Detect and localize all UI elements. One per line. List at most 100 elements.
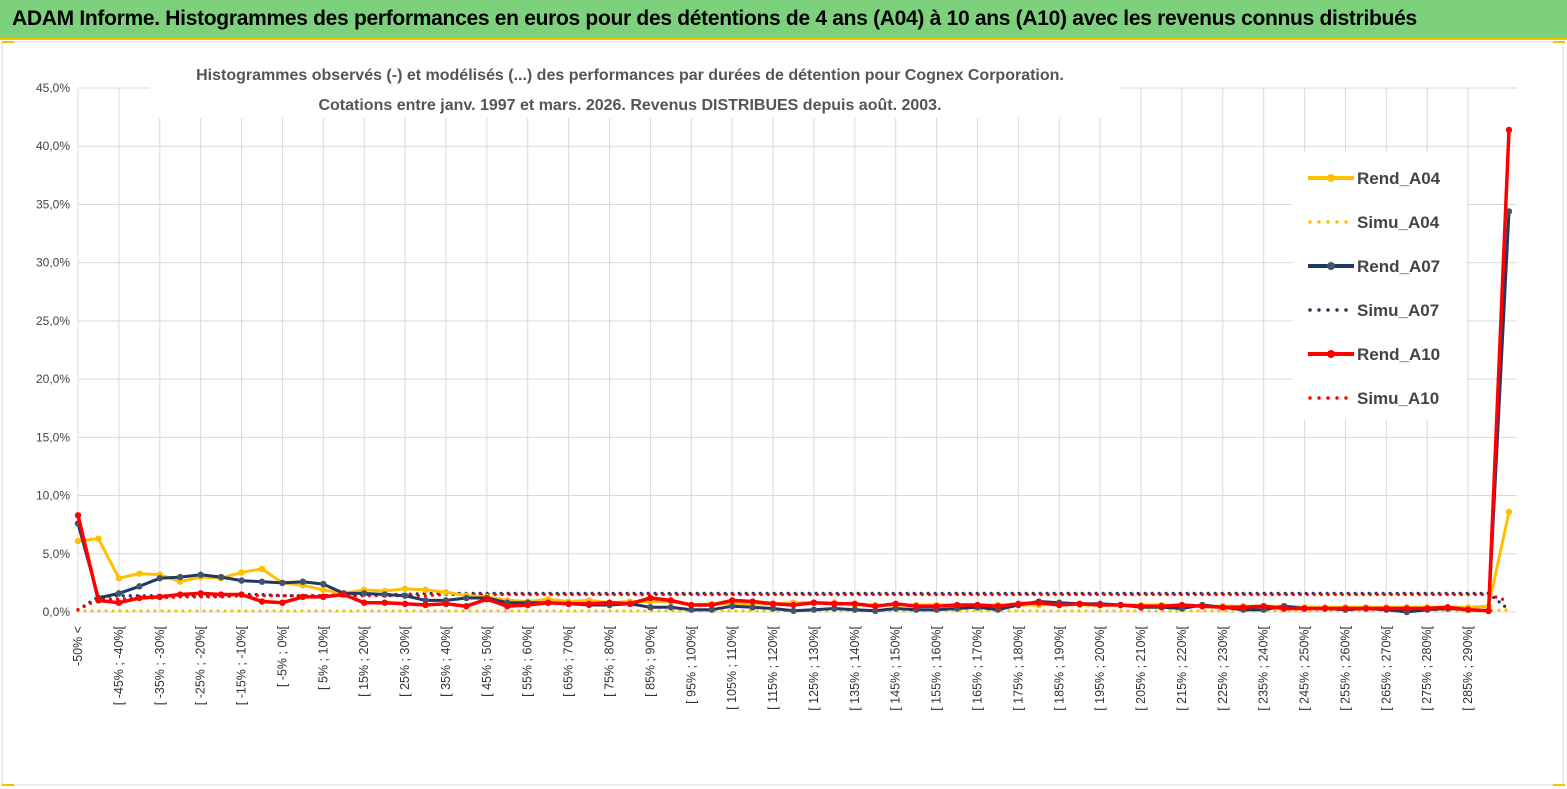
point-Rend_A10 — [1444, 604, 1451, 611]
point-Rend_A10 — [544, 599, 552, 606]
point-Rend_A10 — [1301, 605, 1308, 612]
x-tick-label: [ -5% ; 0%[ — [275, 625, 289, 687]
chart-title-background — [150, 56, 1120, 118]
point-Rend_A10 — [1464, 606, 1472, 613]
point-Rend_A10 — [1015, 600, 1022, 608]
report-banner: ADAM Informe. Histogrammes des performan… — [0, 0, 1567, 40]
y-tick-label: 5,0% — [43, 547, 71, 561]
point-Rend_A10 — [565, 600, 572, 608]
point-Rend_A10 — [1178, 601, 1186, 609]
point-Rend_A04 — [258, 565, 266, 573]
line-Simu_A07 — [76, 591, 1511, 612]
x-tick-label: [ -25% ; -20%[ — [194, 625, 208, 705]
x-tick-label: [ -15% ; -10%[ — [235, 625, 249, 705]
point-Rend_A07 — [115, 590, 123, 597]
performance-histogram-chart: 0,0% 5,0% 10,0% 15,0% 20,0% 25,0% 30,0% 35,0% 40… — [1, 41, 1565, 786]
point-Rend_A04 — [115, 575, 123, 582]
point-Rend_A10 — [1137, 602, 1145, 610]
series-Simu_A07 — [76, 591, 1511, 612]
point-Rend_A04 — [401, 585, 409, 592]
point-Rend_A10 — [361, 599, 368, 606]
point-Rend_A07 — [872, 607, 879, 615]
point-Rend_A10 — [197, 590, 204, 597]
x-tick-label: [ 235% ; 240%[ — [1257, 625, 1271, 710]
point-Rend_A04 — [74, 537, 82, 545]
legend-label: Rend_A04 — [1357, 169, 1441, 188]
point-Rend_A07 — [361, 590, 368, 597]
legend-label: Simu_A04 — [1357, 213, 1440, 232]
point-Rend_A10 — [1199, 602, 1206, 610]
point-Rend_A10 — [1362, 605, 1370, 612]
point-Rend_A10 — [892, 600, 899, 608]
point-Rend_A07 — [810, 606, 818, 613]
point-Rend_A07 — [749, 604, 756, 611]
series-Rend_A10 — [74, 126, 1513, 615]
point-Rend_A10 — [115, 599, 123, 606]
point-Rend_A10 — [381, 599, 388, 606]
point-Rend_A10 — [1035, 599, 1043, 606]
x-tick-label: [ 95% ; 100%[ — [684, 625, 698, 703]
x-tick-label: -50% < — [71, 626, 85, 666]
series-lines — [74, 126, 1513, 616]
point-Rend_A10 — [769, 600, 777, 608]
legend-label: Simu_A10 — [1357, 389, 1439, 408]
point-Rend_A07 — [136, 583, 143, 590]
point-Rend_A04 — [442, 589, 450, 596]
y-tick-label: 15,0% — [36, 430, 70, 444]
point-Rend_A04 — [238, 569, 245, 576]
point-Rend_A10 — [912, 602, 920, 610]
x-tick-label: [ 225% ; 230%[ — [1216, 625, 1230, 710]
point-Rend_A07 — [831, 605, 838, 612]
point-Rend_A10 — [177, 591, 184, 598]
point-Rend_A10 — [1219, 604, 1227, 611]
y-tick-label: 20,0% — [36, 372, 70, 386]
point-Rend_A07 — [728, 602, 736, 610]
point-Rend_A07 — [422, 597, 429, 604]
point-Rend_A10 — [790, 601, 797, 609]
point-Rend_A10 — [728, 597, 736, 604]
point-Rend_A10 — [442, 600, 450, 608]
x-tick-label: [ -35% ; -30%[ — [153, 625, 167, 705]
point-Rend_A07 — [238, 577, 245, 584]
point-Rend_A10 — [1240, 604, 1247, 611]
point-Rend_A10 — [708, 601, 715, 609]
x-tick-label: [ 215% ; 220%[ — [1175, 625, 1189, 710]
point-Rend_A07 — [197, 571, 204, 578]
point-Rend_A10 — [974, 601, 981, 609]
point-Rend_A04 — [422, 586, 429, 594]
point-Rend_A10 — [401, 600, 409, 608]
point-Rend_A10 — [994, 602, 1002, 610]
point-Rend_A10 — [95, 597, 102, 604]
point-Rend_A04 — [136, 570, 143, 577]
x-tick-label: [ 255% ; 260%[ — [1338, 625, 1352, 710]
point-Rend_A10 — [688, 601, 695, 609]
point-Rend_A10 — [851, 600, 859, 608]
point-Rend_A10 — [1096, 601, 1104, 609]
chart-subtitle: Cotations entre janv. 1997 et mars. 2026… — [318, 97, 941, 114]
point-Rend_A10 — [74, 512, 82, 519]
y-tick-label: 30,0% — [36, 256, 70, 270]
y-tick-label: 45,0% — [36, 81, 70, 95]
point-Rend_A10 — [1076, 600, 1083, 608]
point-Rend_A10 — [1321, 605, 1329, 612]
point-Rend_A07 — [647, 604, 654, 611]
point-Rend_A10 — [872, 602, 879, 610]
legend-label: Simu_A07 — [1357, 301, 1439, 320]
legend-marker — [1327, 350, 1335, 358]
point-Rend_A10 — [1260, 602, 1267, 610]
point-Rend_A10 — [1403, 605, 1410, 612]
x-tick-label: [ 185% ; 190%[ — [1052, 625, 1066, 710]
x-tick-label: [ 195% ; 200%[ — [1093, 625, 1107, 710]
x-tick-label: [ 25% ; 30%[ — [398, 625, 412, 696]
point-Rend_A07 — [177, 573, 184, 581]
point-Rend_A07 — [156, 575, 163, 582]
point-Rend_A10 — [1505, 126, 1513, 134]
y-tick-label: 40,0% — [36, 139, 70, 153]
x-tick-label: [ 125% ; 130%[ — [807, 625, 821, 710]
point-Rend_A07 — [688, 606, 695, 613]
y-axis: 0,0% 5,0% 10,0% 15,0% 20,0% 25,0% 30,0% 35,0% 40… — [36, 81, 70, 619]
legend-label: Rend_A07 — [1357, 257, 1440, 276]
x-tick-label: [ 115% ; 120%[ — [766, 625, 780, 709]
point-Rend_A07 — [279, 579, 286, 587]
y-tick-label: 10,0% — [36, 489, 70, 503]
